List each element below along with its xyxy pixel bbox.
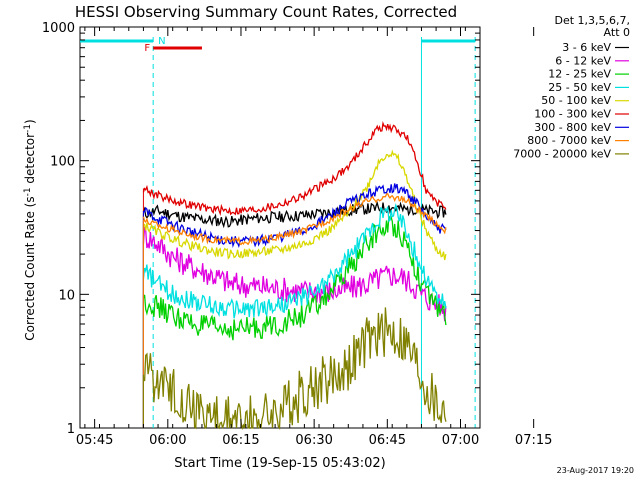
footer-date: 23-Aug-2017 19:20: [557, 466, 634, 475]
legend-header-line: Att 0: [604, 26, 630, 39]
legend-entry-label: 300 - 800 keV: [534, 121, 611, 134]
series-line: [142, 200, 447, 229]
legend-entry-label: 100 - 300 keV: [534, 108, 611, 121]
series-line: [142, 307, 447, 431]
y-tick-label: 1000: [42, 21, 75, 36]
flag-label: F: [144, 43, 150, 54]
y-axis: 1 10 100 1000: [42, 21, 480, 437]
series-line: [142, 121, 447, 217]
legend-entry-label: 12 - 25 keV: [548, 68, 611, 81]
legend-entry-label: 6 - 12 keV: [555, 54, 611, 67]
y-tick-label: 1: [67, 422, 75, 437]
legend-entry-label: 25 - 50 keV: [548, 81, 611, 94]
flag-label: N: [158, 36, 165, 47]
x-tick-label: 05:45: [76, 433, 113, 448]
y-axis-label: Corrected Count Rate (s-1 detector-1): [23, 119, 37, 340]
x-axis-label: Start Time (19-Sep-15 05:43:02): [174, 456, 385, 471]
series-line: [142, 192, 447, 246]
plot-area: FN: [79, 26, 481, 431]
legend-entry-label: 7000 - 20000 keV: [513, 147, 611, 160]
legend-header-line: Det 1,3,5,6,7,: [554, 14, 630, 27]
x-tick-label: 06:45: [369, 433, 406, 448]
x-tick-label: 06:30: [295, 433, 332, 448]
x-tick-label: 06:15: [222, 433, 259, 448]
x-axis: 05:45 06:00 06:15 06:30 06:45 07:00 07:15: [76, 27, 552, 448]
legend-entry-label: 800 - 7000 keV: [527, 134, 611, 147]
x-tick-label: 07:15: [515, 433, 552, 448]
series-line: [143, 149, 447, 261]
chart-title: HESSI Observing Summary Count Rates, Cor…: [75, 3, 457, 21]
y-tick-label: 100: [50, 155, 75, 170]
series-line: [142, 203, 447, 319]
pre-data-gap: [81, 39, 144, 427]
legend-entry-label: 3 - 6 keV: [562, 41, 611, 54]
series-line: [142, 226, 447, 322]
series-line: [142, 215, 447, 341]
x-tick-label: 06:00: [149, 433, 186, 448]
y-tick-label: 10: [58, 288, 75, 303]
x-tick-label: 07:00: [442, 433, 479, 448]
legend-entry-label: 50 - 100 keV: [541, 94, 611, 107]
